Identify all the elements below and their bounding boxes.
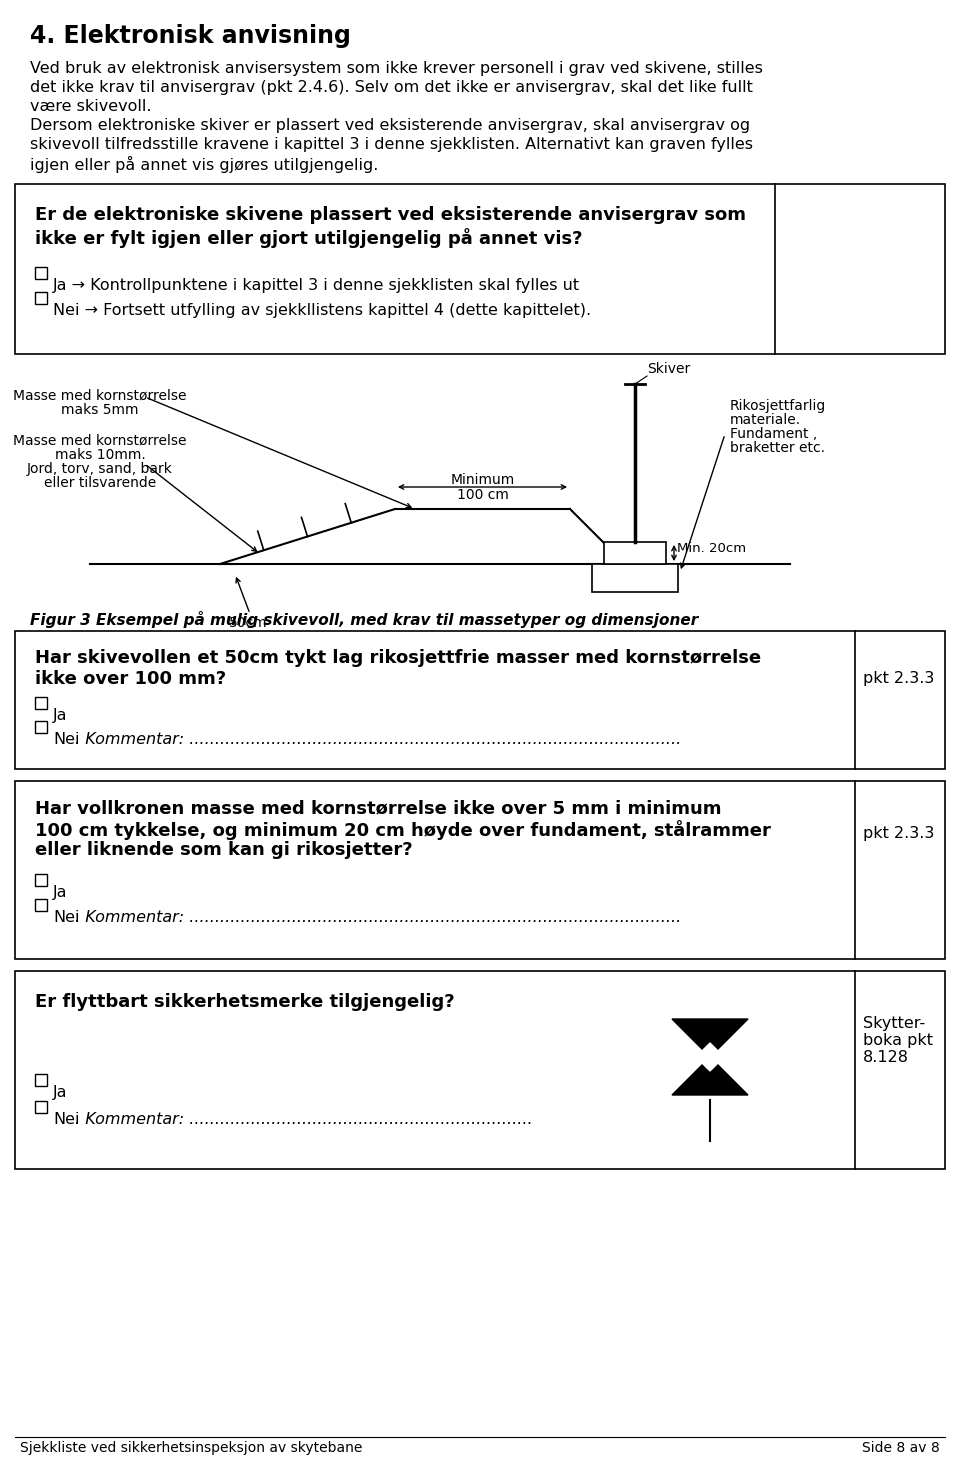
Text: Ja → Kontrollpunktene i kapittel 3 i denne sjekklisten skal fylles ut: Ja → Kontrollpunktene i kapittel 3 i den…	[53, 278, 580, 293]
Bar	[35, 268, 47, 280]
Text: pkt 2.3.3: pkt 2.3.3	[863, 825, 934, 842]
Bar	[15, 183, 945, 353]
Text: Side 8 av 8: Side 8 av 8	[862, 1441, 940, 1455]
Text: Nei → Fortsett utfylling av sjekkllistens kapittel 4 (dette kapittelet).: Nei → Fortsett utfylling av sjekkllisten…	[53, 303, 591, 318]
Text: 100 cm tykkelse, og minimum 20 cm høyde over fundament, stålrammer: 100 cm tykkelse, og minimum 20 cm høyde …	[35, 819, 771, 840]
Text: 4. Elektronisk anvisning: 4. Elektronisk anvisning	[30, 24, 350, 47]
Bar	[35, 720, 47, 734]
Polygon shape	[672, 1019, 748, 1057]
Text: Jord, torv, sand, bark: Jord, torv, sand, bark	[27, 461, 173, 476]
Text: maks 5mm: maks 5mm	[61, 402, 139, 417]
Text: . Kommentar: ...................................................................: . Kommentar: ...........................…	[75, 732, 682, 747]
Bar	[15, 972, 945, 1168]
Text: Min. 20cm: Min. 20cm	[677, 543, 746, 556]
Text: Figur 3 Eksempel på mulig skivevoll, med krav til massetyper og dimensjoner: Figur 3 Eksempel på mulig skivevoll, med…	[30, 611, 698, 629]
Text: Skiver: Skiver	[647, 362, 690, 376]
Text: Har vollkronen masse med kornstørrelse ikke over 5 mm i minimum: Har vollkronen masse med kornstørrelse i…	[35, 799, 722, 816]
Bar	[35, 874, 47, 886]
Bar	[592, 563, 678, 592]
Polygon shape	[696, 1043, 724, 1071]
Text: 100 cm: 100 cm	[457, 488, 509, 501]
Bar	[604, 541, 666, 563]
Text: Er de elektroniske skivene plassert ved eksisterende anvisergrav som: Er de elektroniske skivene plassert ved …	[35, 206, 746, 223]
Text: pkt 2.3.3: pkt 2.3.3	[863, 671, 934, 686]
Text: boka pkt: boka pkt	[863, 1032, 933, 1049]
Text: Skytter-: Skytter-	[863, 1016, 925, 1031]
Polygon shape	[672, 1057, 748, 1094]
Text: . Kommentar: ...................................................................: . Kommentar: ...........................…	[75, 910, 682, 924]
Text: Masse med kornstørrelse: Masse med kornstørrelse	[13, 389, 187, 402]
Text: igjen eller på annet vis gjøres utilgjengelig.: igjen eller på annet vis gjøres utilgjen…	[30, 155, 378, 173]
Text: maks 10mm.: maks 10mm.	[55, 448, 145, 461]
Text: eller liknende som kan gi rikosjetter?: eller liknende som kan gi rikosjetter?	[35, 842, 413, 859]
Text: Masse med kornstørrelse: Masse med kornstørrelse	[13, 433, 187, 448]
Bar	[35, 697, 47, 708]
Text: være skivevoll.: være skivevoll.	[30, 99, 152, 114]
Text: . Kommentar: ...................................................................: . Kommentar: ...........................…	[75, 1112, 533, 1127]
Text: braketter etc.: braketter etc.	[730, 441, 825, 456]
Text: Nei: Nei	[53, 1112, 80, 1127]
Text: det ikke krav til anvisergrav (pkt 2.4.6). Selv om det ikke er anvisergrav, skal: det ikke krav til anvisergrav (pkt 2.4.6…	[30, 80, 753, 95]
Text: skivevoll tilfredsstille kravene i kapittel 3 i denne sjekklisten. Alternativt k: skivevoll tilfredsstille kravene i kapit…	[30, 138, 753, 152]
Bar	[35, 1100, 47, 1114]
Text: materiale.: materiale.	[730, 413, 802, 427]
Bar	[15, 781, 945, 958]
Text: eller tilsvarende: eller tilsvarende	[44, 476, 156, 490]
Text: 50cm: 50cm	[228, 615, 267, 630]
Text: ikke er fylt igjen eller gjort utilgjengelig på annet vis?: ikke er fylt igjen eller gjort utilgjeng…	[35, 228, 583, 248]
Text: Sjekkliste ved sikkerhetsinspeksjon av skytebane: Sjekkliste ved sikkerhetsinspeksjon av s…	[20, 1441, 362, 1455]
Text: Er flyttbart sikkerhetsmerke tilgjengelig?: Er flyttbart sikkerhetsmerke tilgjengeli…	[35, 992, 455, 1012]
Text: Ja: Ja	[53, 708, 67, 723]
Bar	[35, 291, 47, 305]
Text: Ja: Ja	[53, 884, 67, 901]
Text: Fundament ,: Fundament ,	[730, 427, 817, 441]
Text: Nei: Nei	[53, 732, 80, 747]
Text: 8.128: 8.128	[863, 1050, 909, 1065]
Text: Minimum: Minimum	[450, 473, 515, 487]
Text: Nei: Nei	[53, 910, 80, 924]
Text: ikke over 100 mm?: ikke over 100 mm?	[35, 670, 227, 688]
Text: Ved bruk av elektronisk anvisersystem som ikke krever personell i grav ved skive: Ved bruk av elektronisk anvisersystem so…	[30, 61, 763, 75]
Text: Rikosjettfarlig: Rikosjettfarlig	[730, 399, 827, 413]
Bar	[35, 1074, 47, 1086]
Bar	[35, 899, 47, 911]
Text: Ja: Ja	[53, 1086, 67, 1100]
Text: Dersom elektroniske skiver er plassert ved eksisterende anvisergrav, skal anvise: Dersom elektroniske skiver er plassert v…	[30, 118, 750, 133]
Bar	[15, 632, 945, 769]
Text: Har skivevollen et 50cm tykt lag rikosjettfrie masser med kornstørrelse: Har skivevollen et 50cm tykt lag rikosje…	[35, 649, 761, 667]
